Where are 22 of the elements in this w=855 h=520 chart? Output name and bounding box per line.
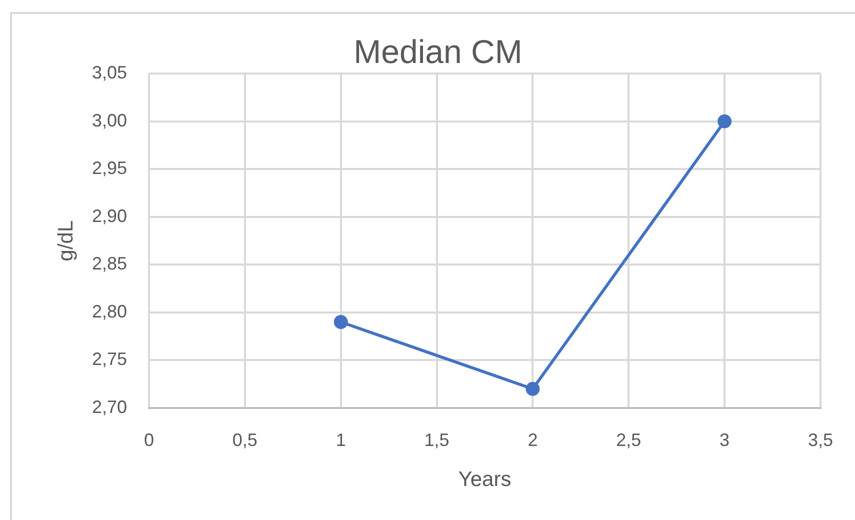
point	[334, 315, 348, 330]
y-tick-label: 2,90	[92, 206, 127, 226]
x-tick-label: 2	[528, 430, 538, 450]
x-tick-label: 3	[720, 430, 730, 450]
point	[526, 382, 540, 396]
y-tick-label: 2,85	[92, 254, 127, 274]
x-tick-label: 0	[144, 430, 154, 450]
x-axis-title: Years	[458, 468, 512, 492]
point	[718, 114, 732, 128]
x-tick-label: 2,5	[616, 430, 642, 450]
y-tick-label: 2,95	[92, 158, 127, 178]
y-tick-label: 2,80	[92, 301, 127, 322]
x-tick-label: 1	[336, 430, 346, 450]
x-tick-label: 3,5	[808, 430, 834, 450]
y-tick-label: 2,70	[92, 396, 127, 417]
y-tick-label: 3,05	[92, 62, 127, 83]
y-tick-label: 2,75	[92, 349, 127, 370]
x-tick-label: 1,5	[424, 430, 450, 450]
chart-title: Median CM	[354, 32, 522, 70]
x-tick-label: 0,5	[232, 430, 258, 450]
y-axis-title: g/dL	[54, 220, 78, 262]
y-tick-label: 3,00	[92, 110, 127, 130]
